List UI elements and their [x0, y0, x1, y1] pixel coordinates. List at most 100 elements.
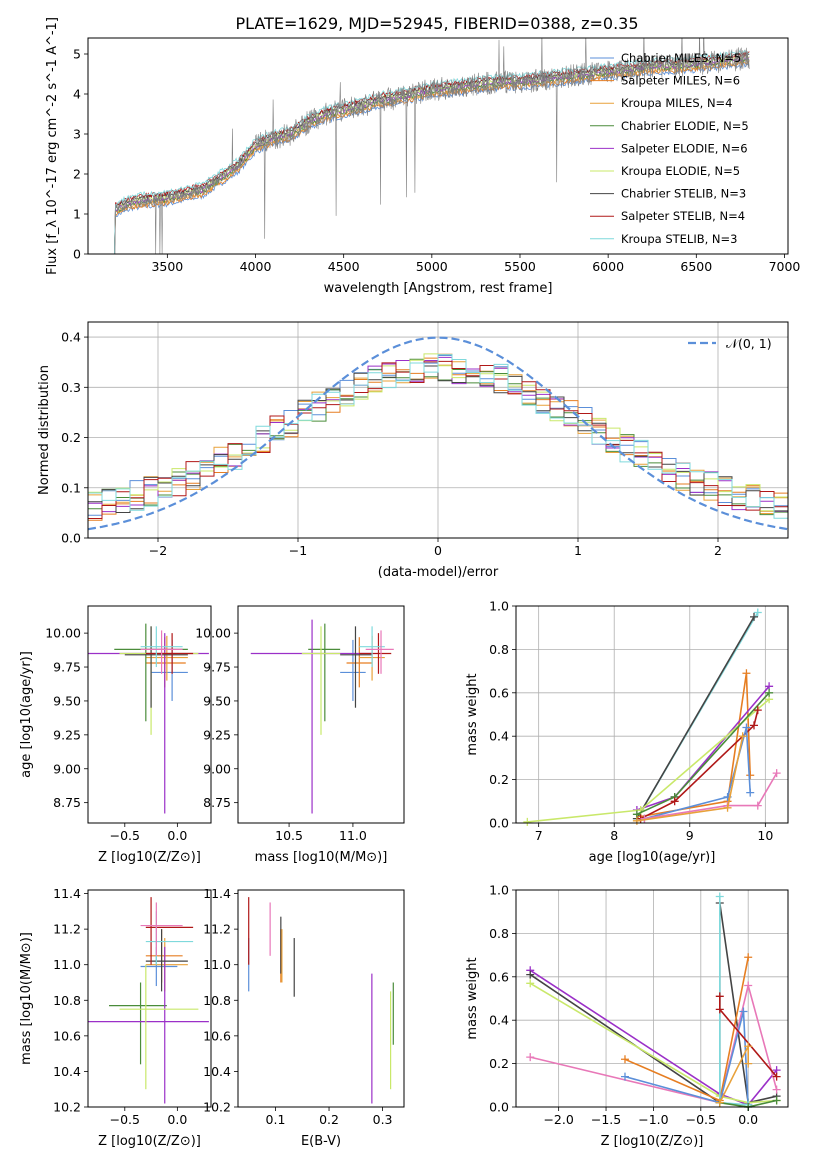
- x-tick-label: 9: [686, 828, 694, 843]
- weight-point-marker: [744, 1059, 753, 1068]
- error-cross-point: [145, 938, 188, 992]
- y-tick-label: 0.4: [489, 1013, 509, 1028]
- error-cross-point: [119, 964, 199, 1090]
- weight-point-marker: [753, 801, 762, 810]
- y-tick-label: 0.8: [489, 642, 509, 657]
- x-tick-label: 6500: [680, 259, 712, 274]
- error-cross-point: [301, 626, 341, 735]
- x-tick-label: 0.1: [266, 1112, 286, 1127]
- mass-vs-ebv-panel: 0.1 0.2 0.3 10.2 10.4 10.6 10.8 11.0 11.2 11.4 E(B…: [203, 886, 405, 1149]
- y-tick-label: 0.8: [489, 926, 509, 941]
- y-tick-label: 2: [73, 167, 81, 182]
- y-tick-label: 0.1: [61, 480, 81, 495]
- weight-point-marker: [746, 771, 755, 780]
- y-tick-label: 11.2: [53, 922, 81, 937]
- weight_vs_Z-plot-area: [526, 892, 781, 1111]
- weight-point-marker: [620, 1072, 629, 1081]
- x-tick-label: 0.2: [319, 1112, 339, 1127]
- axes-frame: [87, 37, 789, 255]
- weight-point-marker: [753, 706, 762, 715]
- y-tick-label: 1.0: [489, 599, 509, 614]
- axes-frame: [87, 605, 212, 824]
- weight-point-marker: [526, 970, 535, 979]
- age-vs-Z-panel: −0.5 0.0 8.75 9.00 9.25 9.50 9.75 10.00 Z [log10…: [19, 605, 212, 865]
- y-tick-label: 8.75: [203, 795, 231, 810]
- x-tick-label: −0.5: [110, 828, 140, 843]
- y-tick-label: 9.00: [53, 761, 81, 776]
- y-tick-label: 0.2: [489, 1056, 509, 1071]
- y-tick-label: 10.8: [53, 993, 81, 1008]
- x-tick-label: −1: [289, 543, 307, 558]
- y-tick-label: 10.00: [45, 626, 81, 641]
- weight-vs-Z-panel: −2.0 −1.5 −1.0 −0.5 0.0 0.0 0.2 0.4 0.6 0.8 1.0 Z […: [465, 883, 789, 1149]
- weight-point-marker: [739, 1007, 748, 1016]
- x-tick-label: 0.3: [373, 1112, 393, 1127]
- weight-point-marker: [744, 1042, 753, 1051]
- axes-frame: [515, 605, 789, 824]
- weight_vs_age-plot-area: [523, 608, 781, 826]
- legend-label: Chabrier STELIB, N=3: [621, 187, 746, 201]
- weight-series-line: [529, 982, 777, 1104]
- weight-series-line: [636, 616, 755, 820]
- y-tick-label: 11.4: [203, 886, 231, 901]
- x-tick-label: −0.5: [686, 1112, 716, 1127]
- x-tick-label: −1.5: [591, 1112, 621, 1127]
- error-cross-point: [346, 637, 373, 688]
- x-axis-label: Z [log10(Z/Z⊙)]: [98, 1134, 201, 1149]
- x-tick-label: −2: [149, 543, 167, 558]
- weight-series-line: [624, 1011, 749, 1108]
- x-axis-label: Z [log10(Z/Z⊙)]: [98, 850, 201, 865]
- y-tick-label: 1.0: [489, 883, 509, 898]
- y-axis-label: mass weight: [465, 673, 480, 755]
- y-tick-label: 9.25: [53, 727, 81, 742]
- x-tick-label: 1: [574, 543, 582, 558]
- age_vs_Z-plot-area: [88, 623, 209, 814]
- residuals-panel: −2 −1 0 1 2 0.0 0.1 0.2 0.3 0.4 (data-model)/error…: [37, 321, 789, 580]
- residuals-plot-area: [88, 336, 788, 531]
- error-cross-point: [145, 637, 186, 688]
- y-tick-label: 0.0: [61, 531, 81, 546]
- error-cross-point: [359, 633, 392, 674]
- weight-vs-age-panel: 7 8 9 10 0.0 0.2 0.4 0.6 0.8 1.0 age [log10(age/yr…: [465, 599, 789, 865]
- axes-frame: [515, 889, 789, 1108]
- error-cross-point: [145, 929, 188, 992]
- error-cross-point: [109, 982, 167, 1065]
- y-tick-label: 10.6: [53, 1028, 81, 1043]
- x-tick-label: 10.5: [275, 828, 303, 843]
- y-tick-label: 4: [73, 87, 81, 102]
- x-tick-label: 0: [434, 543, 442, 558]
- weight-point-marker: [742, 723, 751, 732]
- spectrum-plot-area: [114, 38, 750, 254]
- weight-series-line: [640, 710, 759, 820]
- x-axis-label: age [log10(age/yr)]: [589, 850, 716, 865]
- y-axis-label: Flux [f_λ 10^-17 erg cm^-2 s^-1 A^-1]: [45, 17, 60, 275]
- x-tick-label: 5500: [504, 259, 536, 274]
- x-tick-label: −1.0: [638, 1112, 668, 1127]
- error-cross-point: [340, 626, 373, 708]
- weight-point-marker: [715, 992, 724, 1001]
- y-tick-label: 0.4: [61, 330, 81, 345]
- y-axis-label: mass [log10(M/M⊙)]: [19, 932, 34, 1065]
- legend-label: Kroupa ELODIE, N=5: [621, 164, 740, 178]
- axes-frame: [237, 889, 405, 1108]
- legend-label: Chabrier ELODIE, N=5: [621, 119, 749, 133]
- weight-point-marker: [772, 1072, 781, 1081]
- x-tick-label: 4000: [240, 259, 272, 274]
- error-cross-point: [365, 630, 394, 674]
- x-axis-label: Z [log10(Z/Z⊙)]: [601, 1134, 704, 1149]
- y-tick-label: 10.6: [203, 1028, 231, 1043]
- x-tick-label: 3500: [151, 259, 183, 274]
- x-tick-label: 5000: [416, 259, 448, 274]
- y-tick-label: 0: [73, 247, 81, 262]
- error-cross-point: [250, 619, 373, 814]
- x-axis-label: E(B-V): [301, 1134, 341, 1149]
- legend-label: Kroupa STELIB, N=3: [621, 232, 738, 246]
- x-tick-label: 4500: [328, 259, 360, 274]
- weight-series-line: [624, 957, 749, 1102]
- weight-point-marker: [765, 688, 774, 697]
- weight-point-marker: [750, 721, 758, 730]
- histogram-step-line: [88, 354, 788, 519]
- y-tick-label: 10.00: [195, 626, 231, 641]
- error-cross-point: [145, 911, 194, 965]
